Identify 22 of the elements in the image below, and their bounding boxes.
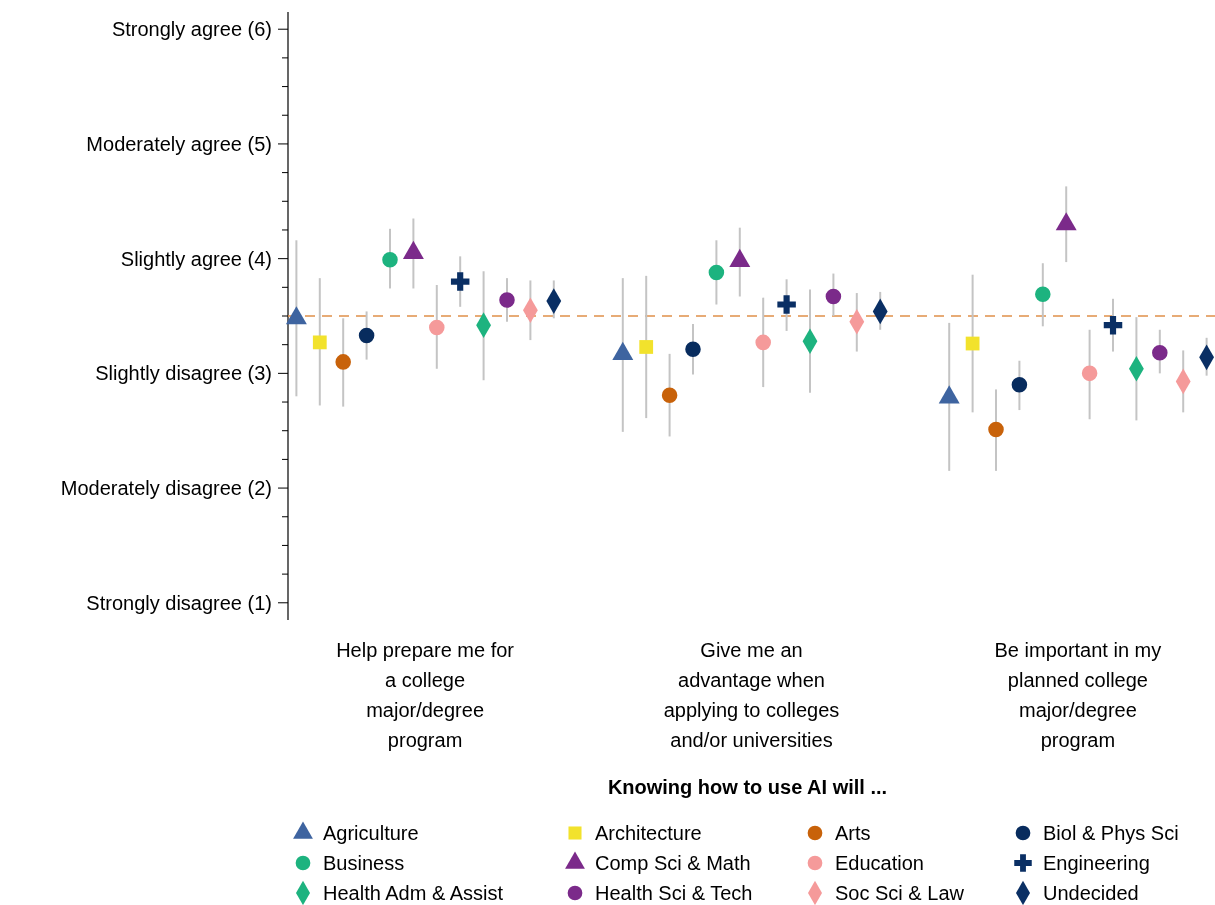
legend-label: Undecided bbox=[1043, 882, 1139, 904]
x-axis-title: Knowing how to use AI will ... bbox=[607, 776, 888, 798]
legend-label: Comp Sci & Math bbox=[595, 852, 751, 874]
legend-label: Business bbox=[323, 852, 405, 874]
y-tick-label: Slightly agree (4) bbox=[120, 247, 272, 270]
legend-label: Engineering bbox=[1043, 852, 1150, 874]
y-tick-label: Strongly agree (6) bbox=[111, 18, 272, 41]
y-tick-label: Moderately disagree (2) bbox=[60, 477, 272, 500]
legend-label: Biol & Phys Sci bbox=[1043, 822, 1179, 844]
x-tick-label: Be important in my planned college major/degree program bbox=[994, 639, 1162, 751]
legend-label: Agriculture bbox=[323, 822, 419, 844]
legend-label: Health Adm & Assist bbox=[323, 882, 504, 904]
legend-label: Education bbox=[835, 852, 924, 874]
x-tick-label: Help prepare me for a college major/degree program bbox=[336, 639, 515, 751]
y-tick-label: Moderately agree (5) bbox=[86, 132, 272, 155]
y-tick-label: Strongly disagree (1) bbox=[86, 591, 272, 614]
y-tick-label: Slightly disagree (3) bbox=[95, 362, 272, 385]
legend-label: Health Sci & Tech bbox=[595, 882, 753, 904]
x-tick-label: Give me an advantage when applying to colleges and/or universities bbox=[663, 639, 840, 751]
legend-label: Soc Sci & Law bbox=[835, 882, 965, 904]
legend-label: Architecture bbox=[595, 822, 702, 844]
legend-label: Arts bbox=[835, 822, 871, 844]
